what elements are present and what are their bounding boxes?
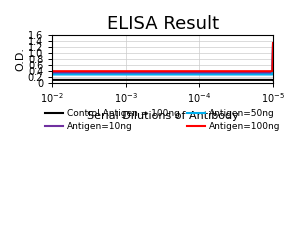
Antigen=50ng [50,73,54,76]
Antigen=50ng [236,73,240,76]
Antigen=50ng [181,73,185,76]
Control Antigen = 100ng [50,78,54,82]
Antigen=10ng [271,44,275,46]
Antigen=100ng [236,70,240,73]
Line: Antigen=10ng: Antigen=10ng [52,45,273,73]
Antigen=100ng [182,70,185,73]
Control Antigen = 100ng [236,78,240,82]
Line: Antigen=50ng: Antigen=50ng [52,44,273,74]
Control Antigen = 100ng [271,79,275,82]
Antigen=50ng [185,73,189,76]
Antigen=10ng [236,72,240,74]
Antigen=50ng [51,73,55,76]
Antigen=10ng [185,72,189,74]
Antigen=50ng [271,43,275,46]
Control Antigen = 100ng [185,78,189,82]
Line: Antigen=100ng: Antigen=100ng [52,43,273,71]
Antigen=50ng [250,73,254,76]
Legend: Control Antigen = 100ng, Antigen=10ng, Antigen=50ng, Antigen=100ng: Control Antigen = 100ng, Antigen=10ng, A… [41,105,284,135]
Antigen=100ng [51,70,55,73]
Antigen=10ng [51,72,55,74]
Antigen=50ng [182,73,185,76]
X-axis label: Serial Dilutions of Antibody: Serial Dilutions of Antibody [87,111,238,121]
Title: ELISA Result: ELISA Result [106,15,219,33]
Antigen=100ng [185,70,189,73]
Antigen=100ng [250,70,254,73]
Control Antigen = 100ng [181,78,185,82]
Antigen=10ng [250,72,254,74]
Y-axis label: O.D.: O.D. [15,46,25,70]
Antigen=100ng [181,70,185,73]
Control Antigen = 100ng [51,78,55,82]
Antigen=100ng [271,42,275,44]
Control Antigen = 100ng [182,78,185,82]
Antigen=10ng [182,72,185,74]
Antigen=100ng [50,70,54,73]
Antigen=10ng [50,72,54,74]
Control Antigen = 100ng [250,78,254,82]
Antigen=10ng [181,72,185,74]
